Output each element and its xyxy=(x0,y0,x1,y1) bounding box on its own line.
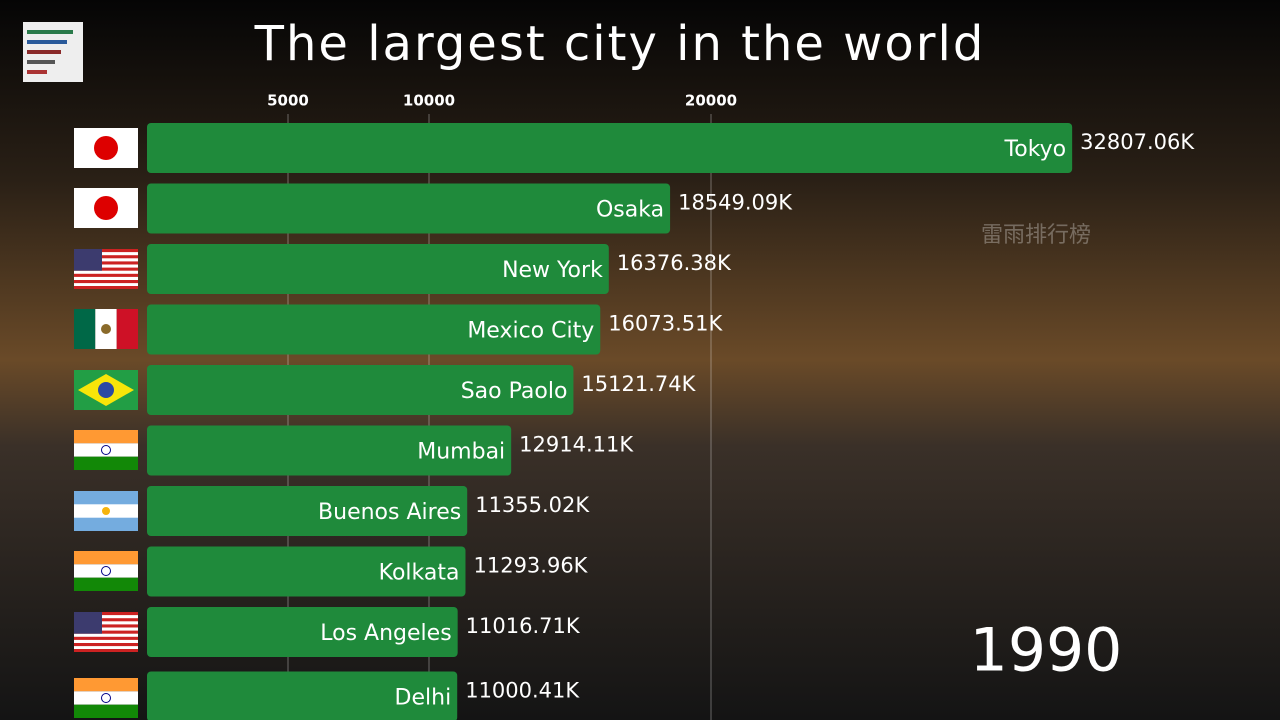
category-label: Buenos Aires xyxy=(318,500,461,525)
value-label: 15121.74K xyxy=(581,372,696,396)
year-label: 1990 xyxy=(970,616,1123,686)
category-label: Mexico City xyxy=(467,319,594,344)
flag xyxy=(74,309,138,349)
category-label: Tokyo xyxy=(1004,137,1067,162)
category-label: Los Angeles xyxy=(320,621,451,646)
bar xyxy=(147,607,458,657)
flag xyxy=(74,430,138,470)
category-label: Sao Paolo xyxy=(461,379,568,404)
x-tick-label: 20000 xyxy=(685,92,737,110)
bar xyxy=(147,244,609,294)
x-tick-label: 5000 xyxy=(267,92,309,110)
bar xyxy=(147,486,468,536)
bar xyxy=(147,304,601,355)
bar xyxy=(147,365,574,415)
value-label: 12914.11K xyxy=(519,433,634,457)
bar xyxy=(147,123,1073,173)
flag xyxy=(74,678,138,718)
value-label: 16073.51K xyxy=(608,312,723,336)
category-label: New York xyxy=(502,258,603,283)
value-label: 16376.38K xyxy=(617,251,732,275)
logo xyxy=(23,22,83,82)
bar xyxy=(147,183,671,234)
x-tick-label: 10000 xyxy=(403,92,455,110)
value-label: 32807.06K xyxy=(1080,130,1195,154)
flag xyxy=(74,551,138,591)
flag xyxy=(74,249,138,289)
bars: Tokyo 32807.06K Osaka 18549.09K New York 1637… xyxy=(147,123,1195,720)
value-label: 11293.96K xyxy=(473,554,588,578)
flag xyxy=(74,370,138,410)
flag xyxy=(74,491,138,531)
value-label: 18549.09K xyxy=(678,191,793,215)
watermark: 雷雨排行榜 xyxy=(981,223,1091,248)
flag xyxy=(74,612,138,652)
flag xyxy=(74,188,138,228)
bar xyxy=(147,546,466,597)
value-label: 11000.41K xyxy=(465,679,580,703)
category-label: Kolkata xyxy=(379,561,460,586)
category-label: Mumbai xyxy=(417,440,505,465)
bar xyxy=(147,425,512,476)
value-label: 11016.71K xyxy=(466,614,581,638)
category-label: Delhi xyxy=(395,686,452,711)
value-label: 11355.02K xyxy=(475,493,590,517)
category-label: Osaka xyxy=(596,198,664,223)
chart-title: The largest city in the world xyxy=(254,16,986,72)
flag xyxy=(74,128,138,168)
bar xyxy=(147,671,458,720)
